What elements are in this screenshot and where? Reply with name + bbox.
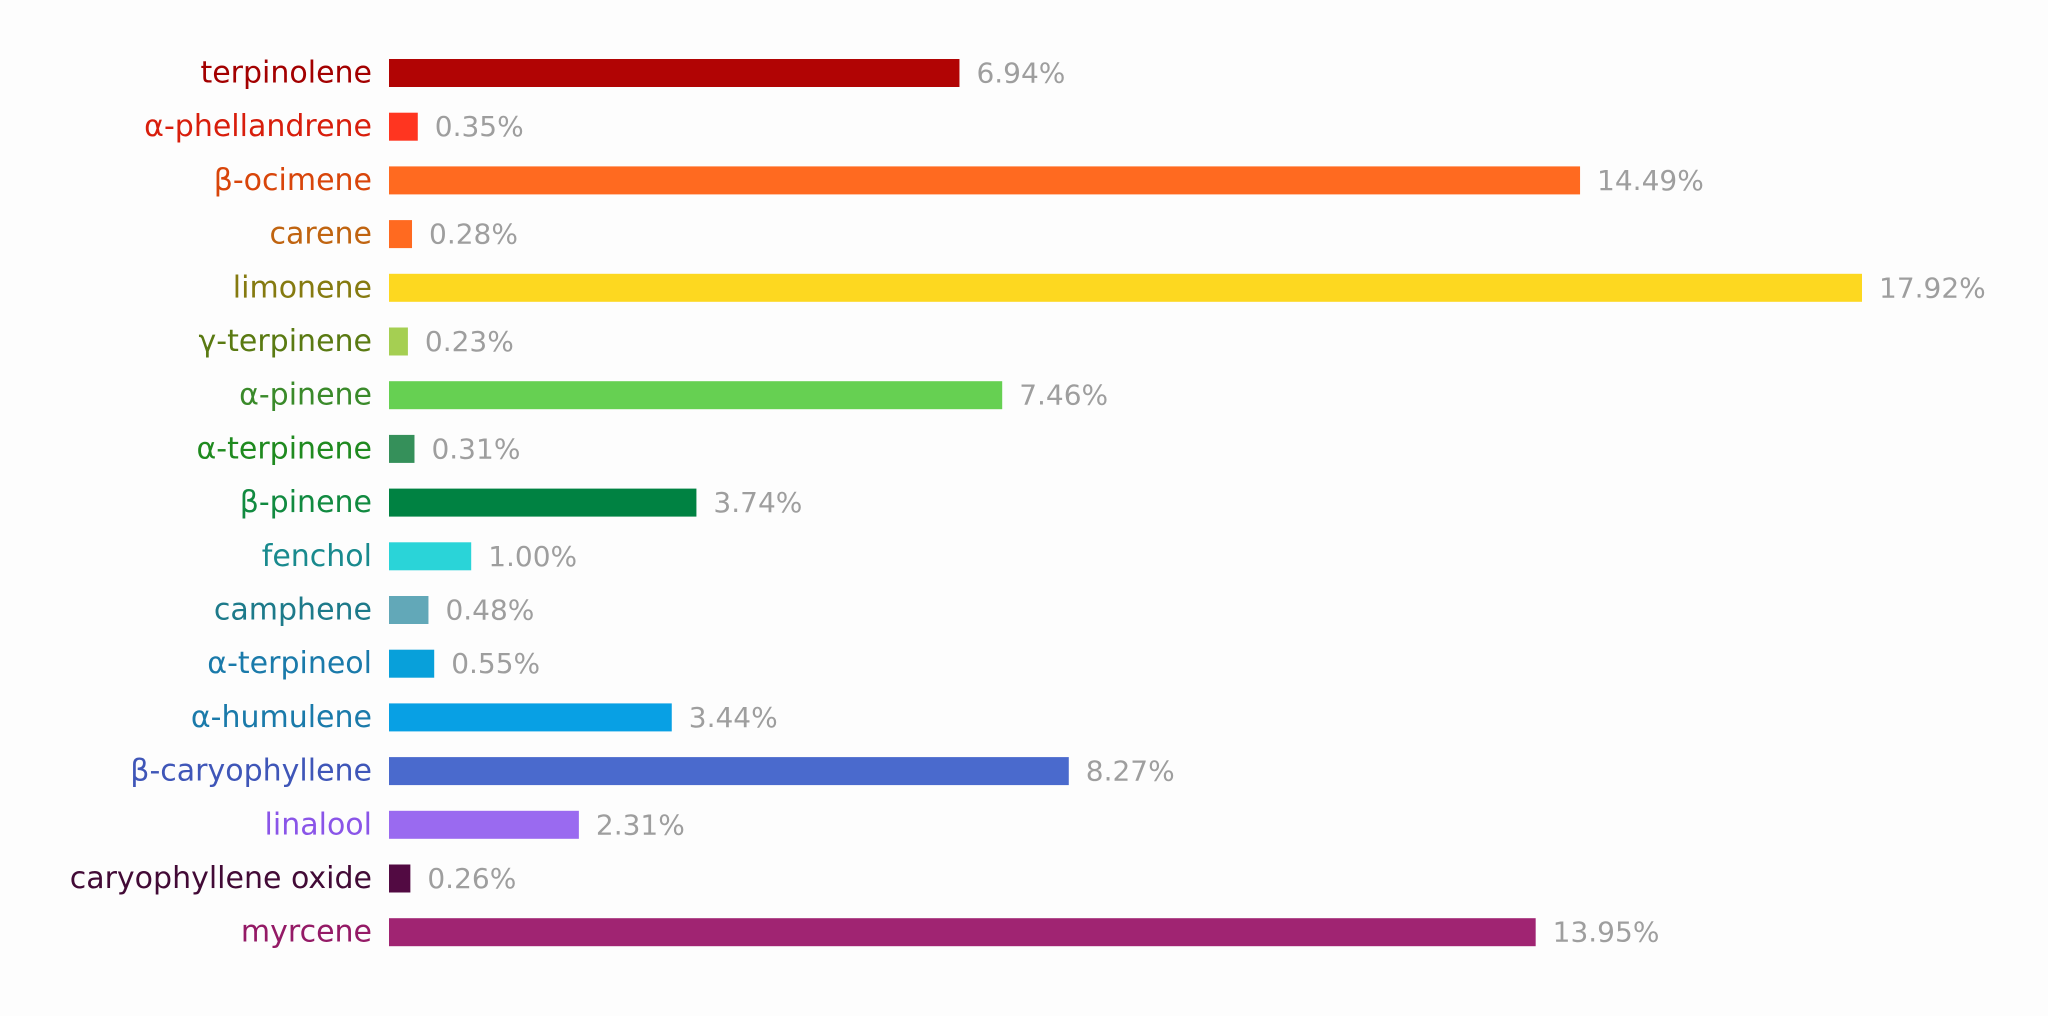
category-label: α-phellandrene <box>144 109 372 144</box>
bar-row: camphene 0.48% <box>214 593 535 628</box>
value-label: 0.48% <box>445 594 534 627</box>
value-label: 3.44% <box>689 701 778 734</box>
bar-row: linalool 2.31% <box>265 807 685 842</box>
bar-row: β-ocimene 14.49% <box>214 163 1704 198</box>
category-label: linalool <box>265 807 372 842</box>
bar <box>389 166 1581 195</box>
bar <box>389 488 697 517</box>
value-label: 0.28% <box>429 218 518 251</box>
bar-row: fenchol 1.00% <box>262 539 577 574</box>
bar-row: β-caryophyllene 8.27% <box>130 754 1174 789</box>
category-label: β-caryophyllene <box>130 754 372 789</box>
category-label: myrcene <box>241 915 372 950</box>
bar-row: myrcene 13.95% <box>241 915 1660 950</box>
category-label: caryophyllene oxide <box>70 861 372 896</box>
bar-row: limonene 17.92% <box>233 270 1986 305</box>
bar <box>389 327 408 356</box>
bar-row: α-phellandrene 0.35% <box>144 109 524 144</box>
bar <box>389 434 415 463</box>
category-label: β-pinene <box>240 485 372 520</box>
value-label: 0.23% <box>425 325 514 358</box>
bar-row: α-terpinene 0.31% <box>197 431 521 466</box>
value-label: 7.46% <box>1019 379 1108 412</box>
bar <box>389 649 435 678</box>
bar-row: terpinolene 6.94% <box>200 56 1065 91</box>
value-label: 0.31% <box>431 432 520 465</box>
bar <box>389 381 1003 410</box>
bar-row: β-pinene 3.74% <box>240 485 803 520</box>
category-label: camphene <box>214 593 372 628</box>
value-label: 2.31% <box>596 808 685 841</box>
bar <box>389 112 418 141</box>
category-label: γ-terpinene <box>199 324 372 359</box>
bar <box>389 59 960 87</box>
bar <box>389 273 1862 302</box>
value-label: 1.00% <box>488 540 577 573</box>
value-label: 14.49% <box>1597 164 1704 197</box>
bar <box>389 757 1069 786</box>
bar-row: α-terpineol 0.55% <box>207 646 540 681</box>
value-label: 0.55% <box>451 647 540 680</box>
bar <box>389 542 472 571</box>
bar <box>389 596 429 624</box>
category-label: β-ocimene <box>214 163 372 198</box>
value-label: 6.94% <box>976 57 1065 90</box>
value-label: 8.27% <box>1086 755 1175 788</box>
bar-row: γ-terpinene 0.23% <box>199 324 514 359</box>
bar <box>389 220 413 249</box>
bar <box>389 918 1536 947</box>
value-label: 0.35% <box>435 110 524 143</box>
bar-row: caryophyllene oxide 0.26% <box>70 861 517 896</box>
value-label: 3.74% <box>713 486 802 519</box>
value-label: 13.95% <box>1553 916 1660 949</box>
category-label: α-terpinene <box>197 431 372 466</box>
bar-row: α-pinene 7.46% <box>239 378 1108 413</box>
bars-layer: terpinolene 6.94% α-phellandrene 0.35% β-oci… <box>70 56 1986 950</box>
bar <box>389 864 411 893</box>
category-label: α-terpineol <box>207 646 372 681</box>
value-label: 0.26% <box>427 862 516 895</box>
bar <box>389 810 579 839</box>
category-label: terpinolene <box>200 56 372 91</box>
category-label: α-humulene <box>191 700 372 735</box>
category-label: fenchol <box>262 539 372 574</box>
category-label: α-pinene <box>239 378 372 413</box>
bar-row: α-humulene 3.44% <box>191 700 778 735</box>
category-label: limonene <box>233 270 372 305</box>
bar-row: carene 0.28% <box>270 217 518 252</box>
category-label: carene <box>270 217 372 252</box>
bar <box>389 703 672 732</box>
value-label: 17.92% <box>1879 271 1986 304</box>
